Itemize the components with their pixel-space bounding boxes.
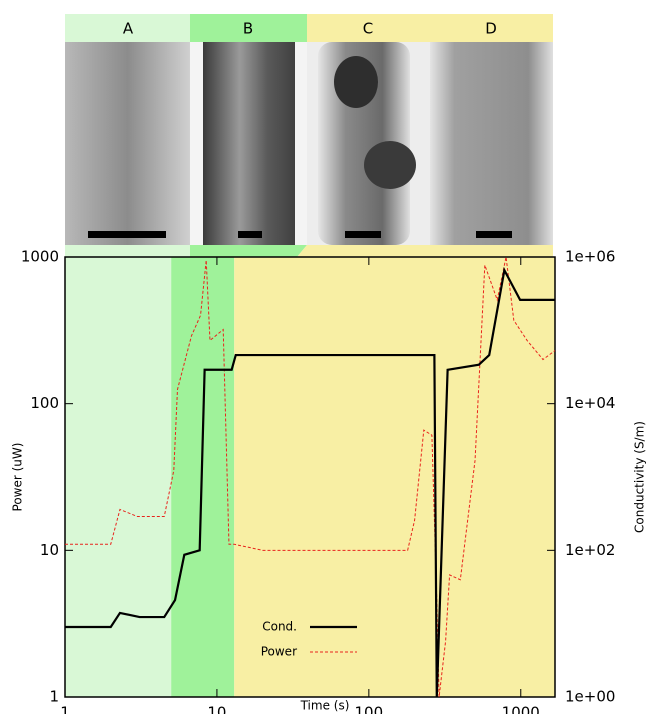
legend-label: Cond. [262,620,297,634]
panel-strip [190,245,307,257]
panel-image [334,56,378,108]
plot-frame [64,256,556,698]
x-tick-label: 10 [207,704,226,715]
y-tick-label: 100 [30,394,59,412]
y-tick-label: 1 [49,688,59,706]
y2-tick-label: 1e+06 [565,248,615,266]
panel-image [203,42,295,245]
scale-bar [345,231,381,238]
y2-tick-label: 1e+04 [565,394,615,412]
panel-header [190,14,307,42]
panel-strip [65,245,190,257]
x-tick-label: 100 [355,704,384,715]
scale-bar [238,231,262,238]
x-tick-label: 1 [60,704,70,715]
scale-bar [88,231,166,238]
panel-label: A [123,20,134,38]
y2-tick-label: 1e+00 [565,688,615,706]
legend-label: Power [261,645,297,659]
panel-image [65,42,190,245]
region [65,257,172,697]
y-tick-label: 10 [40,541,59,559]
y-tick-label: 1000 [21,248,59,266]
panel-image [430,42,553,245]
panel-strip [297,245,553,257]
x-axis-label: Time (s) [300,699,350,713]
plot: 1 10 100 1000 1 10 100 1000 1e+00 1e+02 1e+04 1e+06… [21,248,616,718]
scale-bar [476,231,512,238]
region [234,257,556,697]
panel-image [364,141,416,189]
y2-axis-label: Conductivity (S/m) [633,421,647,533]
y2-tick-label: 1e+02 [565,541,615,559]
panel-header [65,14,190,42]
series-line [65,266,555,698]
panel-label: C [363,20,373,38]
panel-header [307,14,553,42]
panels: A B C D [65,14,553,257]
x-tick-label: 1000 [502,704,540,715]
panel-label: D [485,20,497,38]
panel-label: B [243,20,253,38]
y-axis-label: Power (uW) [11,443,25,512]
series-line [65,256,556,698]
